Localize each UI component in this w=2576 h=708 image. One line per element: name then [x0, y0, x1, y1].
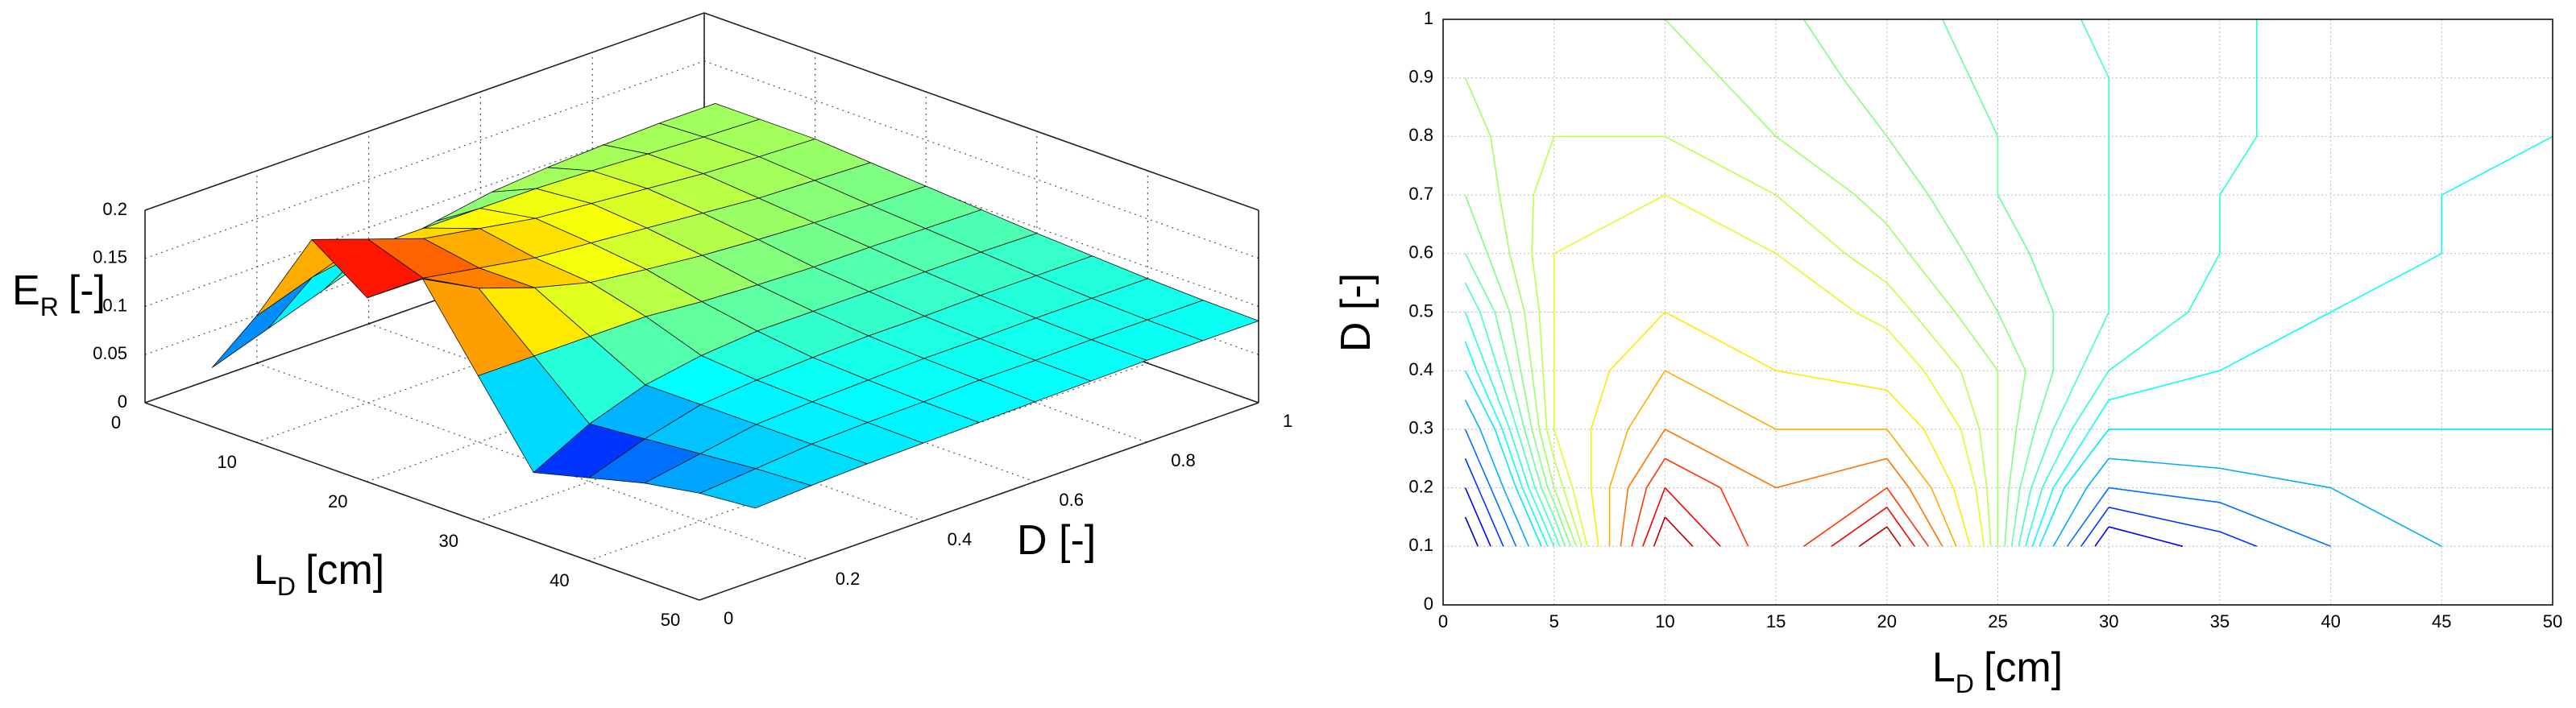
contour-line	[1631, 458, 1930, 547]
box-edge	[703, 12, 1259, 211]
x-tick-label: 30	[2099, 611, 2118, 631]
y-tick-label: 0	[724, 608, 733, 628]
contour-line	[1590, 311, 1971, 547]
label-sub: D	[277, 572, 296, 601]
z-tick-label: 0.15	[93, 247, 127, 267]
y-tick-label: 0.8	[1171, 450, 1196, 470]
x-tick-label: 0	[111, 412, 121, 433]
contour-line	[1464, 516, 1479, 547]
x-tick-label: 0	[1438, 611, 1448, 631]
surface-cell	[211, 276, 313, 368]
x-axis-label: LD [cm]	[1932, 644, 2063, 698]
label-sub: D	[1956, 669, 1974, 698]
x-tick-label: 45	[2432, 611, 2451, 631]
contour-line	[1464, 19, 2109, 547]
z-tick-label: 0.2	[102, 199, 127, 219]
y-tick-label: 0.4	[1408, 359, 1433, 379]
y-tick-label: 0.8	[1408, 125, 1433, 145]
label-sub: R	[40, 292, 59, 321]
z-tick-label: 0	[118, 391, 127, 412]
contour-line	[1464, 19, 2026, 547]
z-tick-label: 0.1	[102, 295, 127, 315]
contour-line	[1464, 135, 2553, 547]
y-tick-label: 0.2	[1408, 476, 1433, 496]
contour-line	[1464, 19, 1999, 547]
contour-line	[1464, 19, 2258, 547]
y-tick-label: 0.6	[1408, 242, 1433, 263]
z-axis-label: ER [-]	[12, 267, 106, 321]
contour-line	[1553, 194, 1985, 547]
x-tick-label: 25	[1988, 611, 2007, 631]
label-main: L	[254, 547, 277, 594]
y-tick-label: 0.6	[1059, 490, 1084, 510]
y-tick-label: 0.5	[1408, 300, 1433, 321]
y-tick-label: 0.1	[1408, 535, 1433, 555]
surface-cell	[699, 468, 812, 509]
contour-line	[1642, 487, 1915, 547]
z-tick-label: 0.05	[93, 343, 127, 363]
y-axis-label: D [-]	[1333, 273, 1379, 352]
x-tick-label: 10	[1655, 611, 1674, 631]
contour-line	[1653, 516, 1902, 547]
box-edge	[144, 12, 705, 211]
contour-line	[1464, 19, 2055, 547]
y-tick-label: 1	[1424, 8, 1433, 28]
x-tick-label: 50	[2543, 611, 2562, 631]
y-axis-label: D [-]	[1017, 517, 1096, 564]
plot-frame	[1442, 19, 2553, 606]
contour-line	[1464, 487, 2184, 548]
x-tick-label: 40	[2321, 611, 2340, 631]
x-tick-label: 50	[661, 610, 680, 630]
grid-line	[703, 108, 1259, 308]
y-tick-label: 0.7	[1408, 184, 1433, 204]
label-unit: [cm]	[1984, 644, 2063, 691]
contour-line	[1620, 429, 1943, 547]
contour-line	[1464, 458, 2258, 548]
x-tick-label: 5	[1549, 611, 1559, 631]
label-main: E	[12, 267, 40, 314]
label-main: L	[1932, 644, 1956, 691]
label-unit: [-]	[68, 267, 106, 314]
grid-line	[703, 60, 1259, 259]
x-tick-label: 20	[328, 491, 347, 511]
label-unit: [cm]	[305, 547, 384, 594]
x-tick-label: 10	[217, 452, 236, 472]
box-edge	[699, 402, 1259, 601]
contour-line	[1608, 370, 1957, 547]
x-tick-label: 40	[550, 570, 569, 590]
y-tick-label: 0.3	[1408, 418, 1433, 438]
surface	[211, 103, 1260, 509]
x-tick-label: 20	[1877, 611, 1897, 631]
y-tick-label: 0.9	[1408, 67, 1433, 87]
contour-line	[1464, 429, 2331, 548]
y-tick-label: 0.2	[836, 569, 861, 589]
x-axis-label: LD [cm]	[254, 547, 384, 601]
y-tick-label: 1	[1283, 411, 1292, 431]
x-tick-label: 15	[1766, 611, 1786, 631]
box-edge	[144, 402, 700, 601]
contour-line	[1531, 135, 1992, 547]
y-tick-label: 0.4	[948, 529, 973, 549]
x-tick-label: 35	[2210, 611, 2230, 631]
x-tick-label: 30	[439, 531, 458, 551]
contour-line	[1464, 400, 2442, 548]
contour-line	[1464, 370, 2553, 547]
y-tick-label: 0	[1424, 594, 1433, 614]
